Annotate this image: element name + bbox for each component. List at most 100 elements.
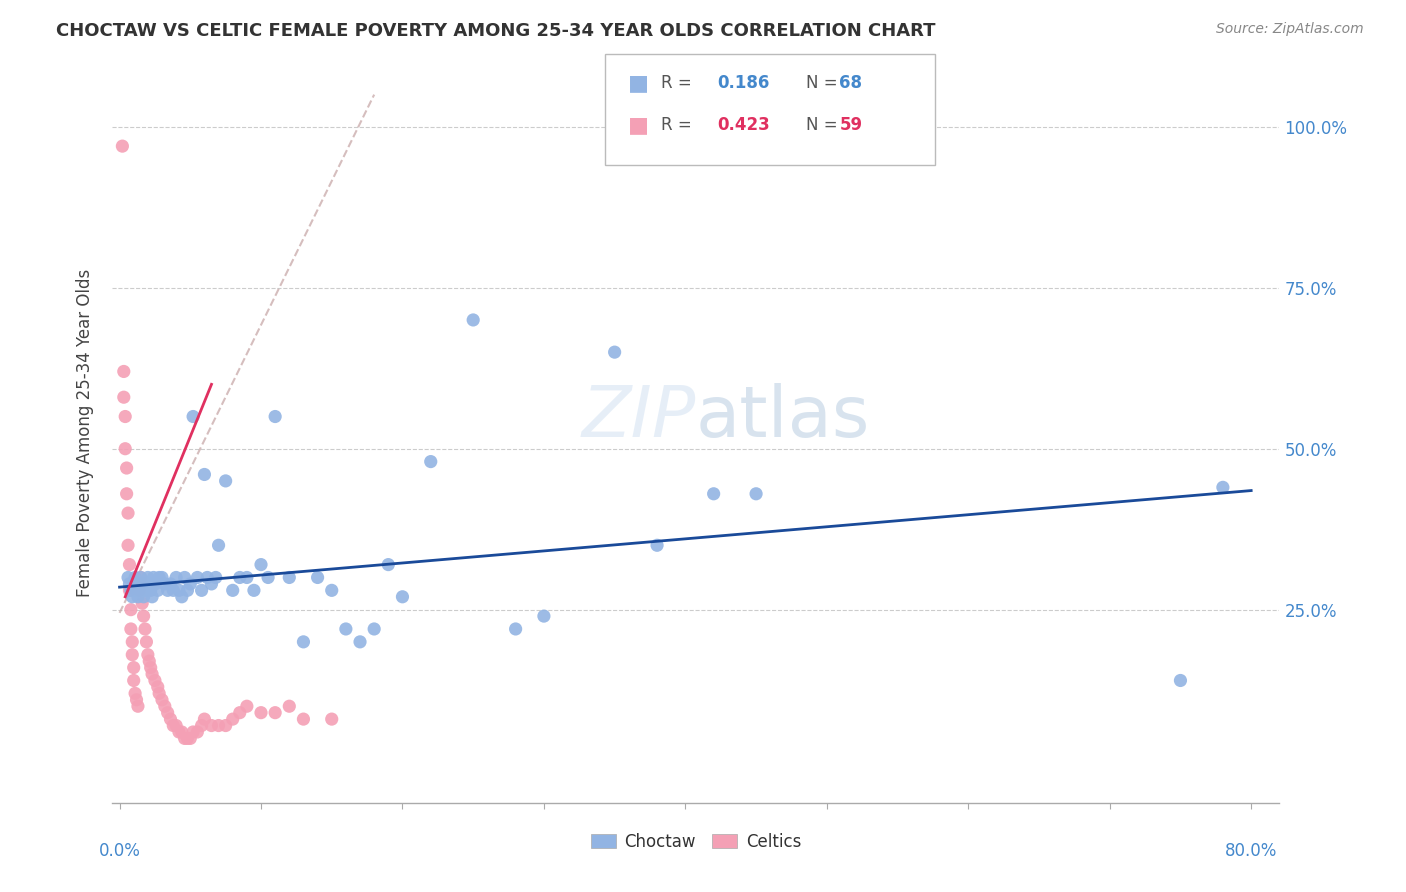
Point xyxy=(136,570,159,584)
Point xyxy=(115,461,138,475)
Point xyxy=(150,570,173,584)
Point xyxy=(181,409,204,424)
Point xyxy=(125,693,148,707)
Point xyxy=(162,718,184,732)
Point xyxy=(321,583,343,598)
Point xyxy=(112,390,135,404)
Point xyxy=(176,731,198,746)
Point xyxy=(603,345,626,359)
Text: R =: R = xyxy=(661,74,697,92)
Point xyxy=(173,731,195,746)
Point xyxy=(195,570,218,584)
Point xyxy=(278,699,301,714)
Point xyxy=(125,583,148,598)
Point xyxy=(165,570,187,584)
Y-axis label: Female Poverty Among 25-34 Year Olds: Female Poverty Among 25-34 Year Olds xyxy=(76,268,94,597)
Point xyxy=(162,583,184,598)
Point xyxy=(419,454,441,468)
Text: atlas: atlas xyxy=(696,384,870,452)
Point xyxy=(250,558,273,572)
Point xyxy=(148,686,170,700)
Point xyxy=(153,577,176,591)
Point xyxy=(292,712,315,726)
Point xyxy=(243,583,266,598)
Point xyxy=(134,622,156,636)
Point xyxy=(132,590,155,604)
Point xyxy=(132,609,155,624)
Point xyxy=(131,596,153,610)
Point xyxy=(122,660,145,674)
Point xyxy=(167,583,190,598)
Point xyxy=(349,635,371,649)
Text: 68: 68 xyxy=(839,74,862,92)
Text: ■: ■ xyxy=(628,115,650,135)
Point xyxy=(167,725,190,739)
Text: CHOCTAW VS CELTIC FEMALE POVERTY AMONG 25-34 YEAR OLDS CORRELATION CHART: CHOCTAW VS CELTIC FEMALE POVERTY AMONG 2… xyxy=(56,22,936,40)
Point xyxy=(139,660,162,674)
Point xyxy=(142,570,165,584)
Point xyxy=(138,654,160,668)
Point xyxy=(143,673,166,688)
Point xyxy=(146,583,169,598)
Point xyxy=(193,467,215,482)
Point xyxy=(143,577,166,591)
Point xyxy=(363,622,385,636)
Point xyxy=(120,583,142,598)
Point xyxy=(112,364,135,378)
Point xyxy=(463,313,485,327)
Point xyxy=(115,487,138,501)
Point xyxy=(118,558,141,572)
Point xyxy=(170,725,193,739)
Point xyxy=(131,583,153,598)
Legend: Choctaw, Celtics: Choctaw, Celtics xyxy=(585,826,807,857)
Text: N =: N = xyxy=(806,74,842,92)
Point xyxy=(645,538,668,552)
Point xyxy=(129,570,152,584)
Point xyxy=(1170,673,1192,688)
Point xyxy=(222,583,245,598)
Point xyxy=(117,570,139,584)
Point xyxy=(190,583,212,598)
Point xyxy=(278,570,301,584)
Point xyxy=(127,699,149,714)
Point xyxy=(533,609,555,624)
Text: 59: 59 xyxy=(839,116,862,134)
Text: 0.186: 0.186 xyxy=(717,74,769,92)
Point xyxy=(114,442,136,456)
Text: Source: ZipAtlas.com: Source: ZipAtlas.com xyxy=(1216,22,1364,37)
Point xyxy=(186,570,208,584)
Point xyxy=(321,712,343,726)
Text: R =: R = xyxy=(661,116,697,134)
Point xyxy=(250,706,273,720)
Point xyxy=(703,487,725,501)
Point xyxy=(200,577,222,591)
Point xyxy=(229,570,252,584)
Text: ZIP: ZIP xyxy=(582,384,696,452)
Point xyxy=(222,712,245,726)
Point xyxy=(136,648,159,662)
Text: ■: ■ xyxy=(628,73,650,93)
Point xyxy=(127,590,149,604)
Point xyxy=(121,648,143,662)
Text: N =: N = xyxy=(806,116,842,134)
Point xyxy=(128,577,150,591)
Point xyxy=(204,570,226,584)
Point xyxy=(121,635,143,649)
Point xyxy=(214,718,236,732)
Point xyxy=(122,577,145,591)
Text: 0.423: 0.423 xyxy=(717,116,770,134)
Point xyxy=(156,583,179,598)
Point xyxy=(214,474,236,488)
Point xyxy=(159,577,181,591)
Point xyxy=(257,570,280,584)
Point xyxy=(122,673,145,688)
Point xyxy=(170,590,193,604)
Point xyxy=(165,718,187,732)
Text: 0.0%: 0.0% xyxy=(98,842,141,860)
Point xyxy=(505,622,527,636)
Point xyxy=(236,570,259,584)
Point xyxy=(139,583,162,598)
Point xyxy=(111,139,134,153)
Point xyxy=(173,570,195,584)
Point xyxy=(292,635,315,649)
